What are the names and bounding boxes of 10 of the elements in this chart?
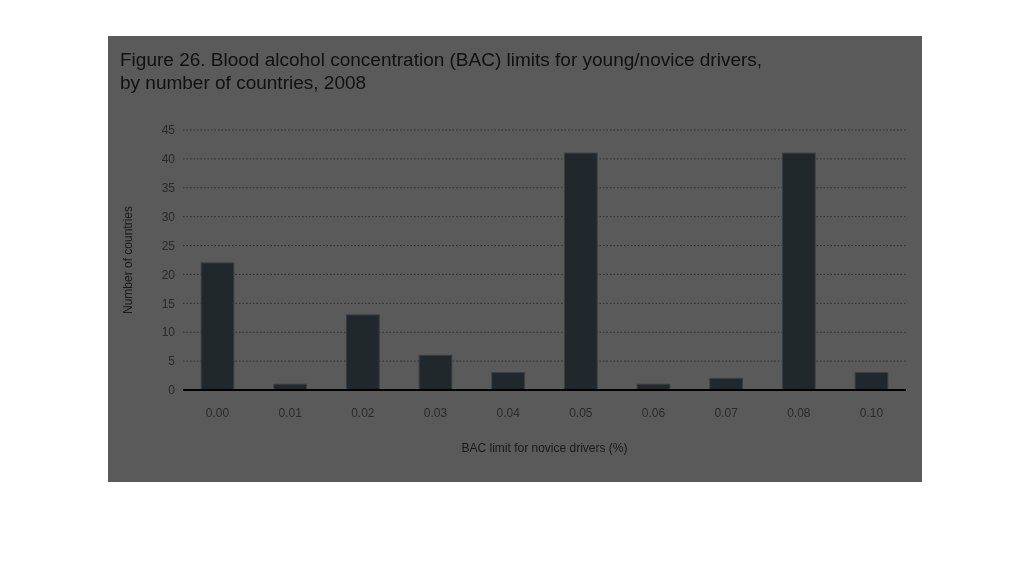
bar bbox=[854, 372, 889, 391]
y-axis-title: Number of countries bbox=[121, 205, 135, 315]
chart-title: Figure 26. Blood alcohol concentration (BAC) limits for young/novice drivers, by number of countries, 2008 bbox=[120, 49, 763, 93]
x-axis-title: BAC limit for novice drivers (%) bbox=[461, 441, 628, 455]
bar bbox=[345, 314, 380, 391]
bar bbox=[491, 372, 526, 391]
bar bbox=[418, 354, 453, 391]
bar bbox=[781, 152, 816, 391]
bar bbox=[200, 262, 235, 391]
bar bbox=[563, 152, 598, 391]
